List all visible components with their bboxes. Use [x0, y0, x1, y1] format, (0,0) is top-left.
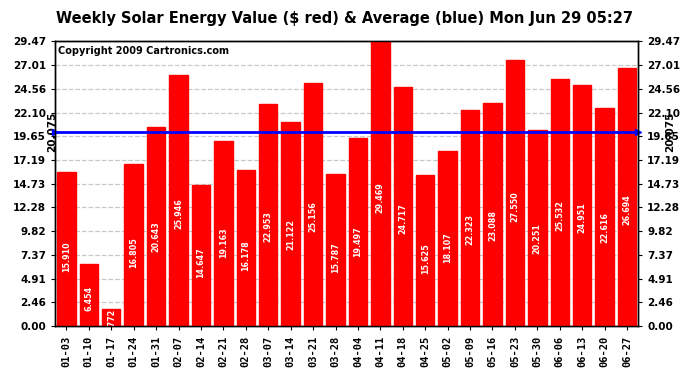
Bar [528, 130, 546, 326]
Bar [438, 151, 457, 326]
Bar [259, 104, 277, 326]
Text: 20.251: 20.251 [533, 223, 542, 254]
Text: 15.787: 15.787 [331, 242, 340, 273]
Text: 22.616: 22.616 [600, 212, 609, 243]
Text: 25.946: 25.946 [174, 198, 183, 229]
Text: 20.075: 20.075 [665, 112, 676, 152]
Bar [461, 110, 480, 326]
Bar [282, 122, 300, 326]
Text: 24.951: 24.951 [578, 202, 586, 233]
Text: 6.454: 6.454 [84, 286, 93, 311]
Text: 27.550: 27.550 [511, 191, 520, 222]
Bar [169, 75, 188, 326]
Bar [192, 184, 210, 326]
Text: 21.122: 21.122 [286, 219, 295, 250]
Bar [618, 68, 636, 326]
Bar [102, 309, 121, 326]
Bar [124, 164, 143, 326]
Text: 1.772: 1.772 [107, 309, 116, 334]
Bar [214, 141, 233, 326]
Text: 19.163: 19.163 [219, 228, 228, 258]
Bar [416, 175, 435, 326]
Text: 22.953: 22.953 [264, 211, 273, 242]
Bar [237, 170, 255, 326]
Text: 18.107: 18.107 [443, 232, 452, 263]
Text: 16.178: 16.178 [241, 240, 250, 271]
Bar [57, 172, 76, 326]
Bar [506, 60, 524, 326]
Bar [326, 174, 345, 326]
Text: 29.469: 29.469 [376, 183, 385, 213]
Text: 20.643: 20.643 [152, 221, 161, 252]
Text: 16.805: 16.805 [129, 238, 138, 268]
Text: 25.532: 25.532 [555, 200, 564, 231]
Text: 23.088: 23.088 [488, 210, 497, 241]
Bar [304, 83, 322, 326]
Bar [573, 85, 591, 326]
Text: Weekly Solar Energy Value ($ red) & Average (blue) Mon Jun 29 05:27: Weekly Solar Energy Value ($ red) & Aver… [57, 11, 633, 26]
Text: Copyright 2009 Cartronics.com: Copyright 2009 Cartronics.com [58, 45, 229, 56]
Bar [371, 41, 390, 326]
Text: 14.647: 14.647 [197, 247, 206, 278]
Text: 26.694: 26.694 [622, 195, 631, 225]
Bar [147, 127, 166, 326]
Text: 15.910: 15.910 [62, 242, 71, 272]
Text: 19.497: 19.497 [353, 226, 362, 257]
Bar [348, 138, 367, 326]
Bar [595, 108, 614, 326]
Text: 15.625: 15.625 [421, 243, 430, 274]
Bar [79, 264, 98, 326]
Text: 25.156: 25.156 [308, 201, 317, 232]
Text: 20.075: 20.075 [47, 112, 57, 152]
Bar [551, 80, 569, 326]
Text: 24.717: 24.717 [398, 203, 407, 234]
Bar [483, 103, 502, 326]
Bar [393, 87, 412, 326]
Text: 22.323: 22.323 [466, 214, 475, 244]
